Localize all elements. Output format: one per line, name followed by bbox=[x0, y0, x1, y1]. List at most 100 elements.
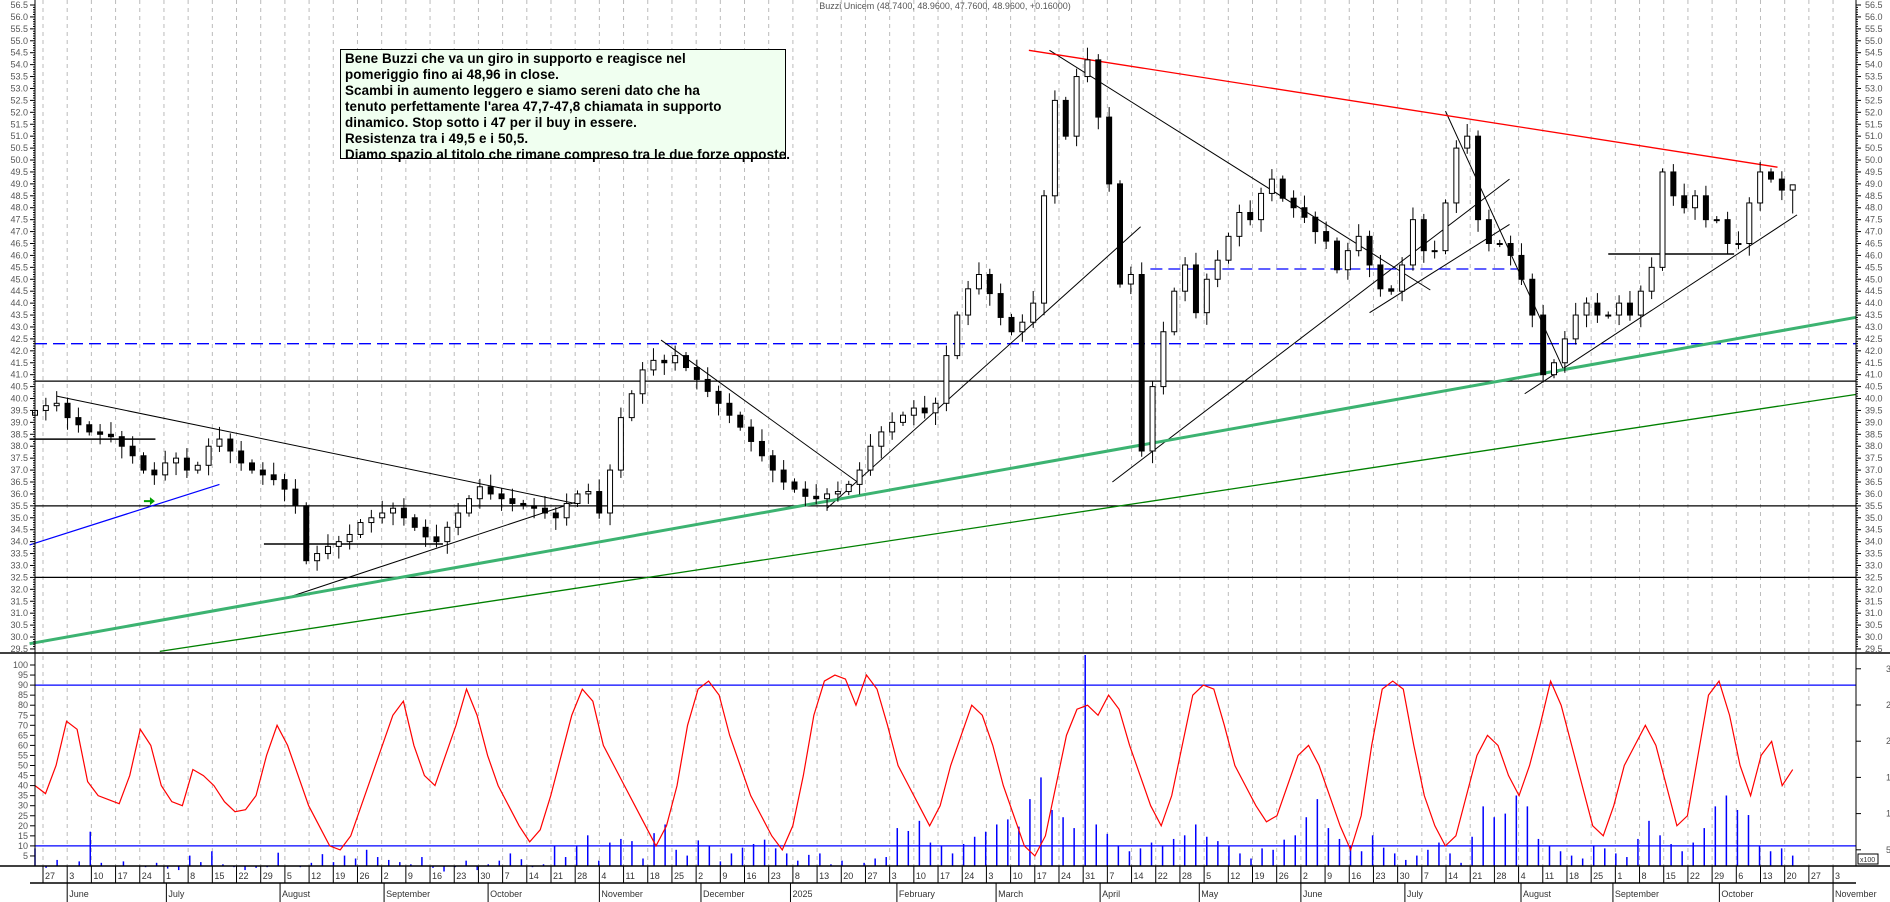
month-label: October bbox=[490, 889, 522, 899]
note-line: Diamo spazio al titolo che rimane compre… bbox=[345, 147, 791, 162]
candle-body bbox=[1475, 135, 1482, 221]
note-line: Scambi in aumento leggero e siamo sereni… bbox=[345, 83, 700, 98]
candle-body bbox=[455, 512, 462, 528]
note-line: dinamico. Stop sotto i 47 per il buy in … bbox=[345, 115, 637, 130]
candle-body bbox=[140, 455, 147, 471]
candle-body bbox=[1225, 235, 1232, 261]
candle-body bbox=[1095, 59, 1102, 118]
volume-axis-label: 10000 bbox=[1886, 809, 1890, 819]
price-axis-label: 32.5 bbox=[1865, 572, 1883, 582]
oscillator-axis-label: 25 bbox=[18, 811, 28, 821]
candle-body bbox=[1735, 243, 1742, 245]
candle-body bbox=[216, 438, 223, 447]
candle-body bbox=[173, 457, 180, 464]
day-label: 20 bbox=[843, 871, 853, 881]
price-axis-label: 46.5 bbox=[10, 239, 28, 249]
candle-body bbox=[1138, 274, 1145, 452]
day-label: 30 bbox=[1400, 871, 1410, 881]
candle-body bbox=[249, 462, 255, 471]
trendline bbox=[159, 393, 1856, 652]
candle-body bbox=[422, 526, 429, 538]
price-axis-label: 42.0 bbox=[1865, 346, 1883, 356]
axes: 56.5 56.5 56.0 56.0 55.5 55.5 55.0 55.0 54.5 54.5… bbox=[0, 0, 1890, 866]
candle-body bbox=[390, 507, 397, 514]
price-axis-label: 41.5 bbox=[1865, 358, 1883, 368]
candle-body bbox=[574, 493, 581, 504]
day-label: 5 bbox=[287, 871, 292, 881]
price-axis-label: 38.0 bbox=[10, 441, 28, 451]
price-axis-label: 50.0 bbox=[1865, 155, 1883, 165]
candle-body bbox=[813, 495, 820, 500]
day-label: 30 bbox=[480, 871, 490, 881]
candle-body bbox=[1192, 264, 1199, 314]
candle-body bbox=[42, 405, 49, 411]
oscillator-axis-label: 35 bbox=[18, 791, 28, 801]
price-axis-label: 33.5 bbox=[10, 549, 28, 559]
price-axis-label: 50.5 bbox=[10, 143, 28, 153]
day-label: 28 bbox=[577, 871, 587, 881]
candle-body bbox=[639, 369, 646, 395]
candle-body bbox=[335, 541, 342, 547]
price-axis-label: 55.0 bbox=[10, 36, 28, 46]
month-label: March bbox=[998, 889, 1023, 899]
day-label: 2 bbox=[384, 871, 389, 881]
price-axis-label: 37.0 bbox=[1865, 465, 1883, 475]
price-axis-label: 53.5 bbox=[10, 72, 28, 82]
day-label: 9 bbox=[722, 871, 727, 881]
price-axis-label: 42.0 bbox=[10, 346, 28, 356]
candle-body bbox=[86, 424, 93, 433]
month-label: November bbox=[1835, 889, 1877, 899]
candle-body bbox=[1746, 202, 1753, 244]
day-label: 28 bbox=[1182, 871, 1192, 881]
day-label: 7 bbox=[1109, 871, 1114, 881]
month-label: November bbox=[601, 889, 643, 899]
price-axis-label: 56.5 bbox=[10, 0, 28, 10]
day-label: 27 bbox=[867, 871, 877, 881]
candle-body bbox=[238, 450, 245, 464]
candle-body bbox=[791, 481, 798, 490]
oscillator-line bbox=[34, 673, 1794, 857]
price-axis-label: 41.0 bbox=[1865, 370, 1883, 380]
trendline bbox=[826, 226, 1141, 509]
candle-body bbox=[1561, 338, 1568, 364]
day-label: 14 bbox=[1134, 871, 1144, 881]
candle-body bbox=[1182, 264, 1189, 292]
price-axis-label: 43.0 bbox=[10, 322, 28, 332]
candle-body bbox=[444, 526, 451, 543]
candle-body bbox=[758, 440, 765, 457]
price-axis-label: 46.5 bbox=[1865, 239, 1883, 249]
day-label: 5 bbox=[1206, 871, 1211, 881]
candle-body bbox=[1334, 240, 1340, 271]
oscillator-axis-label: 95 bbox=[18, 670, 28, 680]
day-label: 14 bbox=[1448, 871, 1458, 881]
candle-body bbox=[1008, 316, 1015, 333]
day-label: 8 bbox=[1642, 871, 1647, 881]
note-line: Bene Buzzi che va un giro in supporto e … bbox=[345, 51, 686, 66]
price-axis-label: 42.5 bbox=[10, 334, 28, 344]
candle-body bbox=[1073, 76, 1080, 137]
candle-body bbox=[1366, 235, 1373, 266]
candle-body bbox=[1453, 147, 1460, 204]
oscillator-axis-label: 70 bbox=[18, 720, 28, 730]
price-axis-label: 41.0 bbox=[10, 370, 28, 380]
day-label: 16 bbox=[747, 871, 757, 881]
candle-body bbox=[1355, 235, 1362, 252]
candle-body bbox=[997, 293, 1004, 318]
candle-body bbox=[932, 402, 939, 414]
candle-body bbox=[53, 402, 60, 407]
candle-body bbox=[1279, 178, 1286, 199]
candle-body bbox=[1149, 386, 1156, 452]
price-axis-label: 52.5 bbox=[1865, 95, 1883, 105]
price-axis-label: 46.0 bbox=[1865, 250, 1883, 260]
price-axis-label: 54.0 bbox=[1865, 60, 1883, 70]
price-axis-label: 42.5 bbox=[1865, 334, 1883, 344]
price-axis-label: 36.0 bbox=[10, 489, 28, 499]
day-label: 1 bbox=[166, 871, 171, 881]
day-label: 17 bbox=[1037, 871, 1047, 881]
candle-body bbox=[151, 469, 158, 476]
day-label: 9 bbox=[408, 871, 413, 881]
oscillator-axis-label: 60 bbox=[18, 740, 28, 750]
candle-body bbox=[1388, 288, 1395, 292]
price-axis-label: 51.5 bbox=[1865, 119, 1883, 129]
price-axis-label: 48.5 bbox=[10, 191, 28, 201]
